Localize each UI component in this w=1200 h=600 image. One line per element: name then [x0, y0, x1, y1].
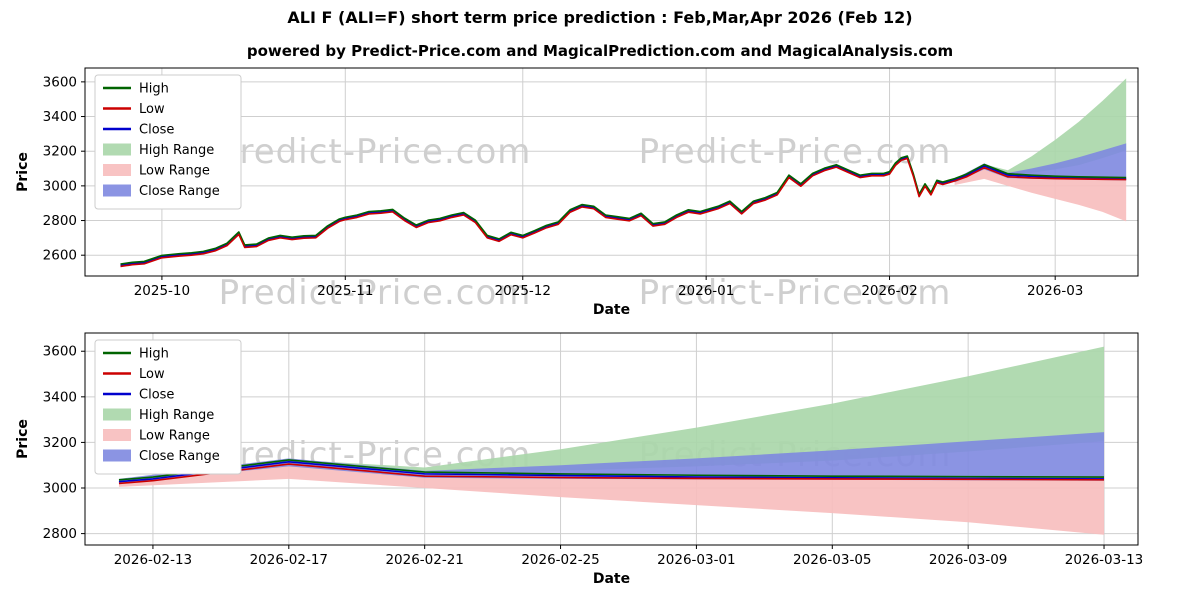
y-tick-label: 2600 — [43, 248, 77, 264]
watermark-text: Predict-Price.com — [638, 132, 952, 172]
line-low — [118, 463, 1105, 485]
y-tick-label: 3200 — [43, 144, 77, 160]
band-low-range — [954, 166, 1127, 222]
legend-label: Close — [139, 388, 174, 403]
y-tick-label: 3000 — [43, 481, 77, 497]
chart-forecast-detail: 2800 3000 3200 3400 3600 2026-02-13 2026-02-17… — [15, 332, 1143, 587]
x-tick-label: 2026-03-13 — [1065, 552, 1143, 568]
legend-label: Close Range — [139, 184, 220, 199]
legend-swatch-close-range — [103, 184, 131, 197]
x-tick-label: 2026-02-21 — [385, 552, 463, 568]
legend: High Low Close High Range Low Range Close Ran… — [94, 74, 242, 210]
legend-label: Low — [139, 367, 165, 382]
grid — [85, 68, 1138, 276]
x-tick-label: 2026-03 — [1027, 283, 1083, 299]
x-tick-label: 2026-02 — [861, 283, 917, 299]
y-tick-label: 2800 — [43, 526, 77, 542]
band-high-range — [118, 346, 1105, 483]
y-axis-label: Price — [15, 152, 31, 192]
x-tick-label: 2026-01 — [678, 283, 734, 299]
x-tick-label: 2026-02-17 — [250, 552, 328, 568]
chart-title: ALI F (ALI=F) short term price predictio… — [287, 8, 913, 27]
legend-label: High Range — [139, 408, 214, 423]
legend-label: High — [139, 347, 169, 362]
x-axis-label: Date — [593, 571, 630, 587]
legend-swatch-high-range — [103, 408, 131, 421]
legend-swatch-high-range — [103, 143, 131, 156]
x-tick-label: 2025-11 — [317, 283, 373, 299]
chart-full-history-and-forecast: 2600 2800 3000 3200 3400 3600 2025-10 2025-11 20… — [15, 67, 1139, 318]
legend: High Low Close High Range Low Range Close Ran… — [94, 339, 242, 475]
x-tick-label: 2026-03-01 — [657, 552, 735, 568]
band-low-range — [118, 462, 1105, 535]
legend-label: High Range — [139, 143, 214, 158]
legend-swatch-low-range — [103, 164, 131, 176]
x-tick-label: 2026-02-13 — [114, 552, 192, 568]
legend-label: High — [139, 82, 169, 97]
line-low — [120, 157, 1127, 268]
y-tick-label: 2800 — [43, 213, 77, 229]
x-tick-label: 2025-10 — [134, 283, 190, 299]
y-tick-label: 3200 — [43, 435, 77, 451]
y-tick-label: 3600 — [43, 344, 77, 360]
x-tick-label: 2026-03-09 — [929, 552, 1007, 568]
watermark-text: Predict-Price.com — [218, 132, 532, 172]
y-tick-label: 3000 — [43, 178, 77, 194]
x-axis-label: Date — [593, 302, 630, 318]
y-tick-label: 3400 — [43, 109, 77, 125]
y-tick-label: 3600 — [43, 74, 77, 90]
chart-subtitle: powered by Predict-Price.com and Magical… — [246, 42, 954, 60]
x-tick-label: 2025-12 — [495, 283, 551, 299]
x-tick-label: 2026-02-25 — [521, 552, 599, 568]
legend-swatch-close-range — [103, 449, 131, 462]
band-high-range — [954, 78, 1127, 182]
legend-label: Low — [139, 102, 165, 117]
watermark-text: Predict-Price.com — [638, 273, 952, 313]
x-tick-label: 2026-03-05 — [793, 552, 871, 568]
legend-label: Close Range — [139, 449, 220, 464]
legend-label: Close — [139, 123, 174, 138]
legend-label: Low Range — [139, 164, 210, 179]
watermark-text: Predict-Price.com — [218, 273, 532, 313]
legend-swatch-low-range — [103, 429, 131, 441]
y-axis-label: Price — [15, 419, 31, 459]
y-tick-label: 3400 — [43, 389, 77, 405]
legend-label: Low Range — [139, 429, 210, 444]
